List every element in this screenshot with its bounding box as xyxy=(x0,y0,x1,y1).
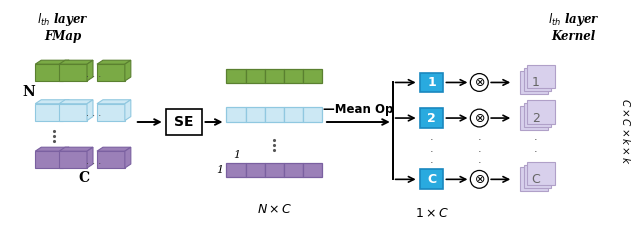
Polygon shape xyxy=(527,65,555,88)
Polygon shape xyxy=(284,162,303,177)
Polygon shape xyxy=(97,60,131,64)
Text: 2: 2 xyxy=(427,111,436,124)
Circle shape xyxy=(470,74,488,91)
Polygon shape xyxy=(303,69,322,84)
Polygon shape xyxy=(524,68,552,91)
Polygon shape xyxy=(97,100,131,104)
Polygon shape xyxy=(520,106,548,130)
Polygon shape xyxy=(284,107,303,122)
Text: $l_{th}$ layer
Kernel: $l_{th}$ layer Kernel xyxy=(548,11,600,43)
Polygon shape xyxy=(520,71,548,94)
Polygon shape xyxy=(265,107,284,122)
Polygon shape xyxy=(35,104,63,121)
Text: $\otimes$: $\otimes$ xyxy=(474,173,485,186)
Polygon shape xyxy=(227,69,246,84)
Polygon shape xyxy=(35,60,69,64)
Polygon shape xyxy=(97,64,125,81)
Text: $\otimes$: $\otimes$ xyxy=(474,76,485,89)
Text: N: N xyxy=(23,85,36,99)
Polygon shape xyxy=(246,162,265,177)
Polygon shape xyxy=(527,161,555,185)
Polygon shape xyxy=(303,162,322,177)
Polygon shape xyxy=(520,168,548,191)
Bar xyxy=(166,109,202,135)
Polygon shape xyxy=(63,100,69,121)
Bar xyxy=(420,73,444,92)
Polygon shape xyxy=(35,100,69,104)
Circle shape xyxy=(470,171,488,188)
Polygon shape xyxy=(227,107,246,122)
Polygon shape xyxy=(284,69,303,84)
Text: .
.
.: . . . xyxy=(534,132,538,165)
Bar xyxy=(420,108,444,128)
Polygon shape xyxy=(59,100,93,104)
Polygon shape xyxy=(87,147,93,168)
Text: . . .: . . . xyxy=(86,108,102,118)
Polygon shape xyxy=(35,151,63,168)
Circle shape xyxy=(470,109,488,127)
Polygon shape xyxy=(125,147,131,168)
Polygon shape xyxy=(97,147,131,151)
Text: . . .: . . . xyxy=(86,69,102,79)
Polygon shape xyxy=(524,103,552,127)
Text: 1: 1 xyxy=(233,150,240,159)
Text: —Mean Op: —Mean Op xyxy=(323,103,394,116)
Polygon shape xyxy=(59,151,87,168)
Text: C: C xyxy=(79,171,90,185)
Text: C: C xyxy=(532,173,540,186)
Polygon shape xyxy=(125,100,131,121)
Text: SE: SE xyxy=(174,115,193,129)
Polygon shape xyxy=(524,165,552,188)
Text: $C\times C\times k\times k$: $C\times C\times k\times k$ xyxy=(620,98,632,165)
Polygon shape xyxy=(265,162,284,177)
Text: 1: 1 xyxy=(216,165,223,175)
Polygon shape xyxy=(97,151,125,168)
Text: .
.
.: . . . xyxy=(477,132,481,165)
Polygon shape xyxy=(227,162,246,177)
Text: $N \times C$: $N \times C$ xyxy=(257,203,292,216)
Polygon shape xyxy=(303,107,322,122)
Polygon shape xyxy=(63,60,69,81)
Polygon shape xyxy=(87,60,93,81)
Polygon shape xyxy=(63,147,69,168)
Polygon shape xyxy=(59,104,87,121)
Text: $\otimes$: $\otimes$ xyxy=(474,111,485,124)
Polygon shape xyxy=(125,60,131,81)
Polygon shape xyxy=(35,147,69,151)
Text: 1: 1 xyxy=(532,76,540,89)
Text: 1: 1 xyxy=(427,76,436,89)
Polygon shape xyxy=(35,64,63,81)
Polygon shape xyxy=(59,64,87,81)
Text: 2: 2 xyxy=(532,111,540,124)
Polygon shape xyxy=(246,107,265,122)
Polygon shape xyxy=(59,147,93,151)
Text: .
.
.: . . . xyxy=(429,132,433,165)
Text: $1 \times C$: $1 \times C$ xyxy=(415,208,449,220)
Bar xyxy=(420,170,444,189)
Text: . . .: . . . xyxy=(86,156,102,166)
Polygon shape xyxy=(97,104,125,121)
Polygon shape xyxy=(265,69,284,84)
Polygon shape xyxy=(59,60,93,64)
Polygon shape xyxy=(527,100,555,124)
Text: $l_{th}$ layer
FMap: $l_{th}$ layer FMap xyxy=(37,11,89,43)
Text: C: C xyxy=(427,173,436,186)
Polygon shape xyxy=(87,100,93,121)
Polygon shape xyxy=(246,69,265,84)
